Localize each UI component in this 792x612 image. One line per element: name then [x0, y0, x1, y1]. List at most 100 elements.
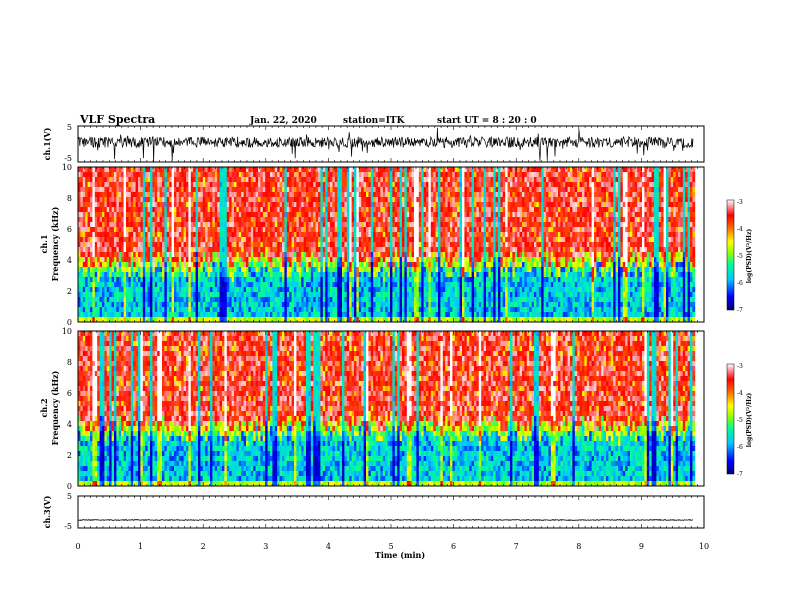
- spectrogram-cell: [416, 277, 419, 282]
- spectrogram-cell: [109, 197, 112, 202]
- spectrogram-cell: [306, 212, 309, 217]
- spectrogram-cell: [191, 272, 194, 277]
- spectrogram-cell: [246, 202, 249, 207]
- spectrogram-cell: [313, 262, 316, 267]
- spectrogram-cell: [107, 182, 110, 187]
- spectrogram-cell: [107, 227, 110, 232]
- spectrogram-cell: [208, 167, 211, 172]
- spectrogram-cell: [431, 172, 434, 177]
- spectrogram-cell: [301, 287, 304, 292]
- spectrogram-cell: [344, 242, 347, 247]
- spectrogram-cell: [124, 237, 127, 242]
- spectrogram-cell: [364, 302, 367, 307]
- spectrogram-cell: [150, 282, 153, 287]
- spectrogram-cell: [162, 172, 165, 177]
- spectrogram-cell: [150, 182, 153, 187]
- spectrogram-cell: [280, 302, 283, 307]
- spectrogram-cell: [263, 312, 266, 317]
- spectrogram-cell: [328, 207, 331, 212]
- spectrogram-cell: [318, 197, 321, 202]
- spectrogram-cell: [152, 297, 155, 302]
- spectrogram-cell: [92, 182, 95, 187]
- spectrogram-cell: [304, 272, 307, 277]
- spectrogram-cell: [263, 297, 266, 302]
- spectrogram-cell: [174, 252, 177, 257]
- spectrogram-cell: [248, 272, 251, 277]
- spectrogram-cell: [263, 262, 266, 267]
- spectrogram-cell: [208, 202, 211, 207]
- spectrogram-cell: [272, 187, 275, 192]
- spectrogram-cell: [328, 267, 331, 272]
- spectrogram-cell: [414, 212, 417, 217]
- spectrogram-cell: [400, 252, 403, 257]
- spectrogram-cell: [388, 182, 391, 187]
- spectrogram-cell: [109, 287, 112, 292]
- spectrogram-cell: [270, 177, 273, 182]
- spectrogram-cell: [426, 302, 429, 307]
- spectrogram-cell: [236, 272, 239, 277]
- spectrogram-cell: [208, 252, 211, 257]
- spectrogram-cell: [109, 227, 112, 232]
- spectrogram-cell: [174, 262, 177, 267]
- spectrogram-cell: [217, 312, 220, 317]
- spectrogram-cell: [376, 212, 379, 217]
- spectrogram-cell: [186, 277, 189, 282]
- spectrogram-cell: [102, 172, 105, 177]
- spectrogram-cell: [160, 212, 163, 217]
- spectrogram-cell: [112, 247, 115, 252]
- spectrogram-cell: [275, 242, 278, 247]
- spectrogram-cell: [332, 292, 335, 297]
- spectrogram-cell: [208, 267, 211, 272]
- spectrogram-cell: [407, 232, 410, 237]
- spectrogram-cell: [107, 302, 110, 307]
- spectrogram-cell: [383, 217, 386, 222]
- spectrogram-cell: [342, 292, 345, 297]
- spectrogram-cell: [272, 302, 275, 307]
- spectrogram-cell: [328, 197, 331, 202]
- spectrogram-cell: [88, 217, 91, 222]
- spectrogram-cell: [313, 237, 316, 242]
- spectrogram-cell: [210, 267, 213, 272]
- waveform-ch1-panel: 5 -5 ch.1(V): [42, 123, 704, 163]
- spectrogram-cell: [433, 217, 436, 222]
- spectrogram-cell: [263, 302, 266, 307]
- spectrogram-cell: [102, 272, 105, 277]
- spectrogram-cell: [359, 192, 362, 197]
- spectrogram-cell: [97, 197, 100, 202]
- spectrogram-cell: [217, 222, 220, 227]
- spectrogram-cell: [323, 192, 326, 197]
- spectrogram-cell: [229, 267, 232, 272]
- spectrogram-cell: [390, 192, 393, 197]
- spectrogram-cell: [133, 297, 136, 302]
- spectrogram-cell: [138, 247, 141, 252]
- spectrogram-cell: [251, 212, 254, 217]
- spectrogram-cell: [448, 232, 451, 237]
- spectrogram-cell: [359, 242, 362, 247]
- spectrogram-cell: [344, 257, 347, 262]
- spectrogram-cell: [440, 222, 443, 227]
- spectrogram-cell: [241, 202, 244, 207]
- spectrogram-cell: [138, 212, 141, 217]
- spectrogram-cell: [354, 177, 357, 182]
- spectrogram-cell: [270, 277, 273, 282]
- spectrogram-cell: [397, 282, 400, 287]
- spectrogram-cell: [241, 257, 244, 262]
- spectrogram-cell: [460, 187, 463, 192]
- spectrogram-cell: [460, 252, 463, 257]
- spectrogram-cell: [133, 267, 136, 272]
- spectrogram-cell: [277, 277, 280, 282]
- spectrogram-cell: [325, 237, 328, 242]
- spectrogram-cell: [241, 177, 244, 182]
- spectrogram-cell: [160, 267, 163, 272]
- spectrogram-cell: [181, 282, 184, 287]
- spectrogram-cell: [236, 172, 239, 177]
- spectrogram-cell: [253, 312, 256, 317]
- spectrogram-cell: [263, 272, 266, 277]
- spectrogram-cell: [164, 302, 167, 307]
- spectrogram-cell: [440, 242, 443, 247]
- spectrogram-cell: [380, 177, 383, 182]
- spectrogram-cell: [256, 257, 259, 262]
- spectrogram-cell: [287, 232, 290, 237]
- spectrogram-cell: [200, 277, 203, 282]
- spectrogram-cell: [131, 237, 134, 242]
